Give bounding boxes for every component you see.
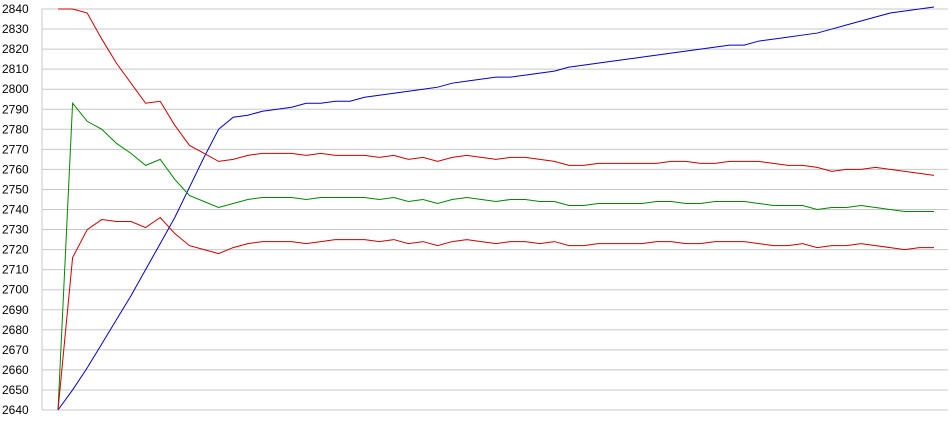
y-tick-label: 2750 bbox=[2, 182, 29, 196]
y-tick-label: 2700 bbox=[2, 283, 29, 297]
y-tick-label: 2680 bbox=[2, 323, 29, 337]
grid-lines bbox=[41, 8, 948, 411]
y-tick-label: 2740 bbox=[2, 203, 29, 217]
y-tick-label: 2830 bbox=[2, 22, 29, 36]
y-tick-label: 2730 bbox=[2, 223, 29, 237]
y-tick-label: 2800 bbox=[2, 82, 29, 96]
y-tick-label: 2770 bbox=[2, 142, 29, 156]
y-tick-label: 2690 bbox=[2, 303, 29, 317]
y-tick-label: 2720 bbox=[2, 243, 29, 257]
y-tick-label: 2820 bbox=[2, 42, 29, 56]
y-axis-tick-labels: 2640 2650 2660 2670 2680 2690 2700 2710 2720 2730… bbox=[2, 2, 29, 417]
y-tick-label: 2650 bbox=[2, 383, 29, 397]
y-tick-label: 2640 bbox=[2, 403, 29, 417]
y-tick-label: 2840 bbox=[2, 2, 29, 16]
series-line-4 bbox=[57, 216, 934, 411]
y-tick-label: 2660 bbox=[2, 363, 29, 377]
y-tick-label: 2780 bbox=[2, 122, 29, 136]
series-line-2 bbox=[58, 8, 935, 176]
y-tick-label: 2760 bbox=[2, 162, 29, 176]
series-lines bbox=[57, 6, 935, 411]
y-tick-label: 2670 bbox=[2, 343, 29, 357]
series-line-1 bbox=[57, 6, 935, 411]
y-tick-label: 2790 bbox=[2, 102, 29, 116]
y-tick-label: 2710 bbox=[2, 263, 29, 277]
series-line-3 bbox=[57, 101, 934, 411]
y-tick-label: 2810 bbox=[2, 62, 29, 76]
